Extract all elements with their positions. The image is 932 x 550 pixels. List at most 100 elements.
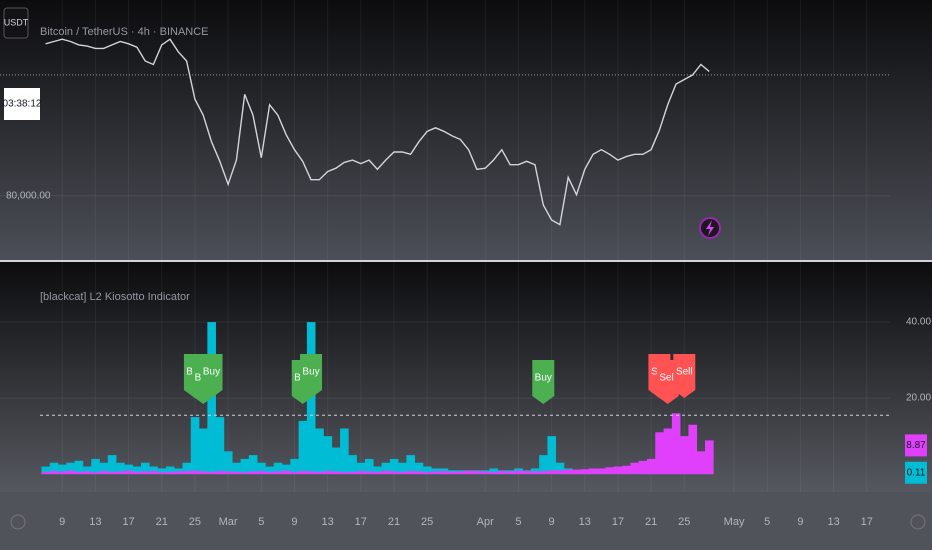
indicator-column <box>49 471 59 475</box>
x-tick-label: 5 <box>258 516 264 528</box>
indicator-column <box>340 472 349 475</box>
indicator-column <box>622 465 631 475</box>
indicator-title: [blackcat] L2 Kiosotto Indicator <box>40 291 190 303</box>
scroll-right[interactable] <box>910 514 926 530</box>
indicator-column <box>165 471 175 475</box>
indicator-column <box>82 471 92 475</box>
indicator-column <box>41 471 51 475</box>
indicator-column <box>705 440 714 475</box>
indicator-column <box>165 466 175 475</box>
indicator-column <box>539 455 548 475</box>
indicator-column <box>613 466 623 475</box>
indicator-column <box>66 462 75 475</box>
indicator-column <box>356 471 366 475</box>
indicator-column <box>157 472 167 475</box>
signal-bubble <box>673 354 696 398</box>
indicator-column <box>49 462 59 475</box>
indicator-column <box>340 428 349 475</box>
indicator-column <box>41 466 51 475</box>
indicator-column <box>141 462 150 475</box>
indicator-column <box>273 462 283 475</box>
indicator-column <box>257 462 266 475</box>
indicator-column <box>588 468 598 475</box>
x-tick-label: 9 <box>59 516 65 528</box>
indicator-column <box>240 472 250 475</box>
indicator-column <box>323 471 333 475</box>
signal-label: Buy <box>203 367 220 378</box>
indicator-column <box>124 470 134 475</box>
indicator-column <box>356 462 366 475</box>
indicator-column <box>655 432 664 475</box>
currency: USDT <box>4 17 29 27</box>
indicator-column <box>290 471 299 475</box>
indicator-column <box>423 466 432 475</box>
indicator-column <box>398 471 407 475</box>
indicator-column <box>514 470 523 475</box>
signal-label: Sell <box>676 367 693 378</box>
x-tick-label: 17 <box>355 516 367 528</box>
indicator-column <box>389 471 399 475</box>
signal-label: Buy <box>535 373 552 384</box>
indicator-column <box>439 471 449 475</box>
indicator-column <box>564 469 573 475</box>
signal-bubble <box>200 354 223 398</box>
indicator-column <box>414 462 424 475</box>
indicator-column <box>223 451 233 475</box>
indicator-column <box>472 471 482 475</box>
indicator-column <box>132 471 142 475</box>
indicator-column <box>547 436 557 475</box>
indicator-column <box>182 462 192 475</box>
indicator-column <box>265 466 275 475</box>
indicator-column <box>107 471 117 475</box>
indicator-column <box>132 466 142 475</box>
indicator-column <box>381 470 391 475</box>
scroll-left[interactable] <box>10 514 26 530</box>
indicator-column <box>381 462 391 475</box>
indicator-column <box>215 471 225 475</box>
x-tick-label: 17 <box>122 516 134 528</box>
indicator-column <box>232 462 241 475</box>
indicator-column <box>174 468 183 475</box>
indicator-column <box>257 471 266 475</box>
indicator-column <box>190 470 200 475</box>
indicator-column <box>688 424 698 475</box>
last-value-label: 8.87 <box>906 440 926 451</box>
indicator-column <box>373 471 382 475</box>
indicator-column <box>282 464 291 475</box>
countdown-box <box>4 88 40 120</box>
indicator-column <box>680 436 689 475</box>
indicator-column <box>364 471 374 475</box>
price-pane <box>0 0 932 260</box>
symbol-title: Bitcoin / TetherUS · 4h · BINANCE <box>40 26 209 38</box>
indicator-column <box>141 471 150 475</box>
indicator-column <box>373 466 382 475</box>
indicator-column <box>282 470 291 475</box>
y-tick-label: 40.00 <box>906 317 931 328</box>
y-tick-label: 80,000.00 <box>6 190 51 201</box>
signal-label: Buy <box>302 367 319 378</box>
x-tick-label: May <box>724 516 745 528</box>
indicator-pane <box>0 262 932 492</box>
indicator-column <box>580 469 590 475</box>
indicator-column <box>696 451 706 475</box>
signal-bubble <box>532 360 555 404</box>
indicator-column <box>597 468 606 475</box>
grid <box>0 0 890 492</box>
currency-button[interactable] <box>3 7 29 39</box>
x-tick-label: Mar <box>219 516 238 528</box>
indicator-column <box>248 455 258 475</box>
indicator-column <box>215 417 225 475</box>
x-tick-label: 17 <box>612 516 624 528</box>
marks: BuyBuyBuyBuyBuyBuySellSellSell <box>0 38 890 475</box>
x-tick-label: 25 <box>421 516 433 528</box>
indicator-column <box>406 471 416 475</box>
indicator-column <box>323 436 333 475</box>
indicator-column <box>423 471 432 475</box>
countdown: 03:38:12 <box>3 99 42 110</box>
indicator-column <box>116 471 125 475</box>
indicator-column <box>91 472 100 475</box>
indicator-column <box>74 471 84 475</box>
price-line-series <box>45 38 710 226</box>
x-tick-label: 13 <box>322 516 334 528</box>
indicator-column <box>555 462 565 475</box>
